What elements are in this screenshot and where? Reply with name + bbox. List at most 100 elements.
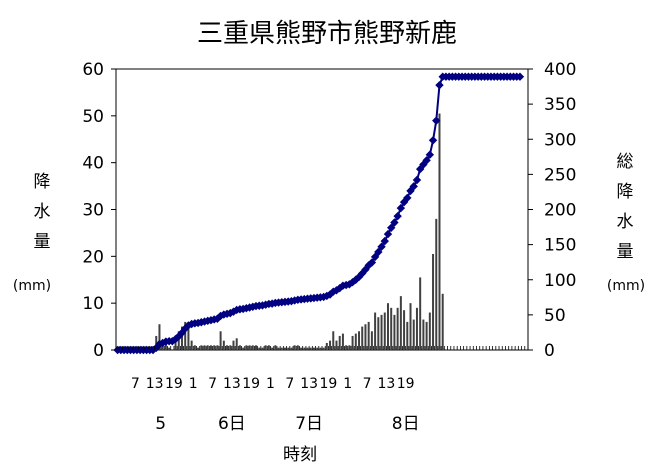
- cumulative-point: [412, 175, 422, 185]
- precip-bar: [238, 345, 241, 350]
- x-tick-labels: 7 13 19 1 7 13 19 1 7 13 19 1 7 13 19: [131, 376, 415, 392]
- precip-bar: [399, 296, 402, 350]
- precip-bar: [203, 345, 206, 350]
- precip-bar: [406, 321, 409, 350]
- precip-bar: [432, 253, 435, 350]
- left-tick-label: 20: [82, 247, 104, 267]
- right-axis-label-1: 総: [617, 152, 634, 172]
- precip-bar: [329, 340, 332, 350]
- precip-bar: [386, 303, 389, 350]
- precip-bar: [367, 321, 370, 350]
- right-axis-label-4: 量: [617, 242, 634, 262]
- precip-bar: [303, 347, 306, 350]
- precip-bar: [242, 347, 245, 350]
- cumulative-point: [380, 236, 389, 246]
- cumulative-point: [168, 337, 177, 346]
- precip-bar: [354, 333, 357, 350]
- precip-bar: [396, 307, 399, 350]
- precip-bar: [441, 293, 444, 350]
- hour-tick-label: 19: [242, 376, 260, 392]
- hour-tick-label: 13: [223, 376, 241, 392]
- cumulative-point: [374, 247, 383, 257]
- left-tick-label: 10: [82, 294, 104, 314]
- right-tick-label: 100: [544, 271, 576, 291]
- precip-bar: [255, 345, 258, 350]
- right-tick-label: 150: [544, 236, 576, 256]
- cumulative-point: [422, 156, 431, 165]
- precip-bar: [438, 113, 441, 350]
- precip-bar: [219, 331, 222, 350]
- precip-bar: [322, 347, 325, 350]
- precip-bar: [435, 218, 438, 350]
- precip-bar: [261, 347, 264, 350]
- right-tick-label: 200: [544, 201, 576, 221]
- day-label: 6日: [218, 414, 246, 434]
- left-axis-label-2: 水: [34, 202, 51, 222]
- hour-tick-label: 19: [320, 376, 338, 392]
- cumulative-point: [387, 223, 396, 232]
- left-tick-label: 60: [82, 60, 104, 80]
- precip-bar: [264, 345, 267, 350]
- hour-tick-label: 1: [343, 376, 352, 392]
- plot-area: [115, 68, 529, 351]
- precip-bar: [380, 314, 383, 350]
- precip-bar: [300, 347, 303, 350]
- day-label: 8日: [392, 414, 420, 434]
- precip-bar: [232, 340, 235, 350]
- precip-bar: [158, 324, 161, 350]
- precip-bar: [190, 340, 193, 350]
- precip-bar: [415, 307, 418, 350]
- cumulative-point: [515, 72, 525, 81]
- cumulative-point: [148, 345, 158, 355]
- precip-bar: [177, 331, 180, 350]
- cumulative-point: [428, 136, 438, 145]
- left-tick-label: 0: [93, 341, 104, 361]
- left-axis-unit: (mm): [13, 278, 51, 294]
- hour-tick-label: 7: [208, 376, 217, 392]
- right-tick-label: 0: [544, 341, 555, 361]
- precip-bar: [390, 307, 393, 350]
- hour-tick-label: 7: [363, 376, 372, 392]
- left-tick-label: 50: [82, 107, 104, 127]
- precip-bar: [197, 347, 200, 350]
- precip-bar: [229, 345, 232, 350]
- precip-bar: [290, 347, 293, 350]
- right-axis-label-3: 水: [617, 212, 634, 232]
- precip-bar: [287, 347, 290, 350]
- precip-bar: [271, 347, 274, 350]
- precip-bar: [428, 312, 431, 350]
- precip-bar: [267, 345, 270, 350]
- hour-tick-label: 7: [131, 376, 140, 392]
- precip-bar: [309, 347, 312, 350]
- precip-bar: [358, 331, 361, 350]
- cumulative-point: [435, 80, 444, 90]
- precip-bar: [351, 335, 354, 350]
- cumulative-line: [113, 72, 525, 355]
- right-axis-unit: (mm): [607, 278, 645, 294]
- cumulative-point: [409, 182, 418, 191]
- hour-tick-label: 13: [146, 376, 164, 392]
- hour-tick-label: 13: [300, 376, 318, 392]
- precip-bar: [248, 345, 251, 350]
- precip-bar: [277, 347, 280, 350]
- hour-tick-label: 19: [397, 376, 415, 392]
- day-labels: 5 6日 7日 8日: [155, 414, 419, 434]
- precip-bar: [377, 317, 380, 350]
- precip-bar: [316, 347, 319, 350]
- cumulative-point: [383, 229, 393, 239]
- right-tick-label: 350: [544, 95, 576, 115]
- precip-bar: [274, 345, 277, 350]
- cumulative-point: [367, 258, 377, 267]
- precip-bar: [283, 347, 286, 350]
- cumulative-point: [393, 211, 402, 221]
- right-tick-label: 50: [544, 306, 566, 326]
- left-axis-label-3: 量: [34, 232, 51, 252]
- precip-bar: [306, 347, 309, 350]
- precip-bar: [200, 345, 203, 350]
- precip-bar: [374, 312, 377, 350]
- cumulative-point: [177, 328, 187, 337]
- precip-bar: [213, 345, 216, 350]
- precip-bar: [280, 347, 283, 350]
- left-axis-label-1: 降: [34, 172, 51, 192]
